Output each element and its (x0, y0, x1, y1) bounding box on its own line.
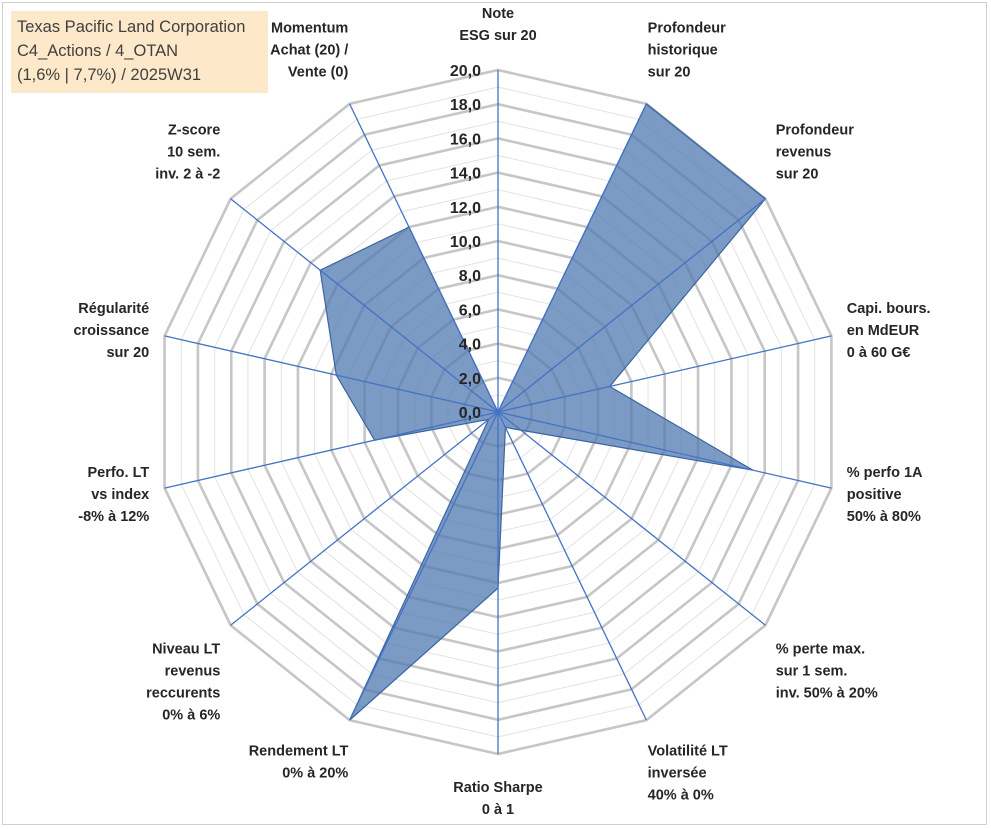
axis-label: % perfo 1A positive 50% à 80% (847, 465, 923, 525)
axis-spoke (497, 411, 832, 489)
axis-spoke (164, 335, 499, 413)
axis-label-line: Note (482, 6, 514, 22)
axis-label: Z-score 10 sem. inv. 2 à -2 (155, 123, 220, 183)
axis-label-line: revenus (165, 663, 221, 679)
axis-label-line: vs index (91, 487, 149, 503)
axis-label-line: 50% à 80% (847, 509, 921, 525)
axis-label-line: Vente (0) (288, 64, 349, 80)
axis-label-line: positive (847, 487, 902, 503)
axis-spoke (497, 198, 766, 413)
tick-label: 6,0 (459, 302, 481, 319)
axis-label-line: 0% à 6% (162, 707, 220, 723)
radar-chart: 0,0 2,0 4,0 6,0 8,0 10,0 12,0 14,0 16,0 18,0 20,0 N… (73, 6, 931, 818)
axis-label: Régularité croissance sur 20 (73, 301, 149, 361)
axis-label-line: Z-score (168, 123, 220, 139)
axis-spoke (349, 103, 499, 413)
axis-label-line: Profondeur (648, 20, 726, 36)
tick-label: 16,0 (450, 131, 481, 148)
axis-label: Volatilité LT inversée 40% à 0% (648, 744, 728, 804)
axis-label: Rendement LT 0% à 20% (249, 744, 349, 782)
axis-label: Note ESG sur 20 (459, 6, 536, 44)
tick-label: 20,0 (450, 63, 481, 80)
axis-label-line: Achat (20) / (270, 42, 348, 58)
tick-label: 14,0 (450, 166, 481, 183)
axis-label-line: historique (648, 42, 718, 58)
axis-label: Perfo. LT vs index -8% à 12% (78, 465, 149, 525)
axis-label-line: sur 1 sem. (776, 663, 848, 679)
axis-label: Niveau LT revenus reccurents 0% à 6% (146, 641, 220, 723)
axis-label-line: Capi. bours. (847, 301, 931, 317)
axis-label-line: en MdEUR (847, 323, 920, 339)
axis-label-line: revenus (776, 145, 832, 161)
axis-label-line: % perte max. (776, 641, 865, 657)
axis-label-line: sur 20 (106, 345, 149, 361)
axis-label-line: Volatilité LT (648, 744, 728, 760)
axis-label-line: Régularité (78, 301, 149, 317)
axis-label-line: % perfo 1A (847, 465, 923, 481)
axis-spoke (164, 411, 499, 489)
axis-spoke (497, 103, 647, 413)
axis-label: Profondeur revenus sur 20 (776, 123, 854, 183)
axis-label-line: 0% à 20% (282, 766, 348, 782)
title-line-1: Texas Pacific Land Corporation (17, 18, 246, 36)
axis-label-line: 40% à 0% (648, 788, 714, 804)
axis-label-line: sur 20 (776, 167, 819, 183)
axis-label-line: Ratio Sharpe (453, 780, 542, 796)
tick-label: 4,0 (459, 337, 481, 354)
axis-label-line: Perfo. LT (87, 465, 149, 481)
axis-spoke (497, 335, 832, 413)
axis-label-line: Profondeur (776, 123, 854, 139)
axis-label-line: Niveau LT (152, 641, 220, 657)
axis-label: Ratio Sharpe 0 à 1 (453, 780, 542, 818)
axis-spoke (230, 198, 499, 413)
axis-label-line: 0 à 1 (482, 802, 514, 818)
axis-spoke (349, 411, 499, 721)
axis-spoke (497, 411, 766, 626)
axis-label-line: 10 sem. (167, 145, 220, 161)
axis-label-line: sur 20 (648, 64, 691, 80)
axis-label-line: Rendement LT (249, 744, 349, 760)
tick-label: 8,0 (459, 268, 481, 285)
axis-label-line: inversée (648, 766, 707, 782)
axis-label: % perte max. sur 1 sem. inv. 50% à 20% (776, 641, 878, 701)
tick-label: 18,0 (450, 97, 481, 114)
axis-label-line: reccurents (146, 685, 220, 701)
title-line-2: C4_Actions / 4_OTAN (17, 42, 179, 60)
title-line-3: (1,6% | 7,7%) / 2025W31 (17, 66, 202, 84)
tick-label: 2,0 (459, 371, 481, 388)
axis-label-line: 0 à 60 G€ (847, 345, 911, 361)
axis-spoke (497, 411, 647, 721)
axis-label-line: Momentum (271, 20, 348, 36)
title-box: Texas Pacific Land Corporation C4_Action… (11, 11, 268, 93)
axis-spoke (230, 411, 499, 626)
tick-label: 12,0 (450, 200, 481, 217)
axis-label: Capi. bours. en MdEUR 0 à 60 G€ (847, 301, 931, 361)
axis-label-line: croissance (73, 323, 149, 339)
axis-label-line: inv. 50% à 20% (776, 685, 878, 701)
axis-label-line: -8% à 12% (78, 509, 149, 525)
tick-label: 10,0 (450, 234, 481, 251)
axis-label: Momentum Achat (20) / Vente (0) (270, 20, 348, 80)
tick-label: 0,0 (459, 405, 481, 422)
axis-label: Profondeur historique sur 20 (648, 20, 726, 80)
axis-label-line: inv. 2 à -2 (155, 167, 220, 183)
axis-label-line: ESG sur 20 (459, 28, 536, 44)
